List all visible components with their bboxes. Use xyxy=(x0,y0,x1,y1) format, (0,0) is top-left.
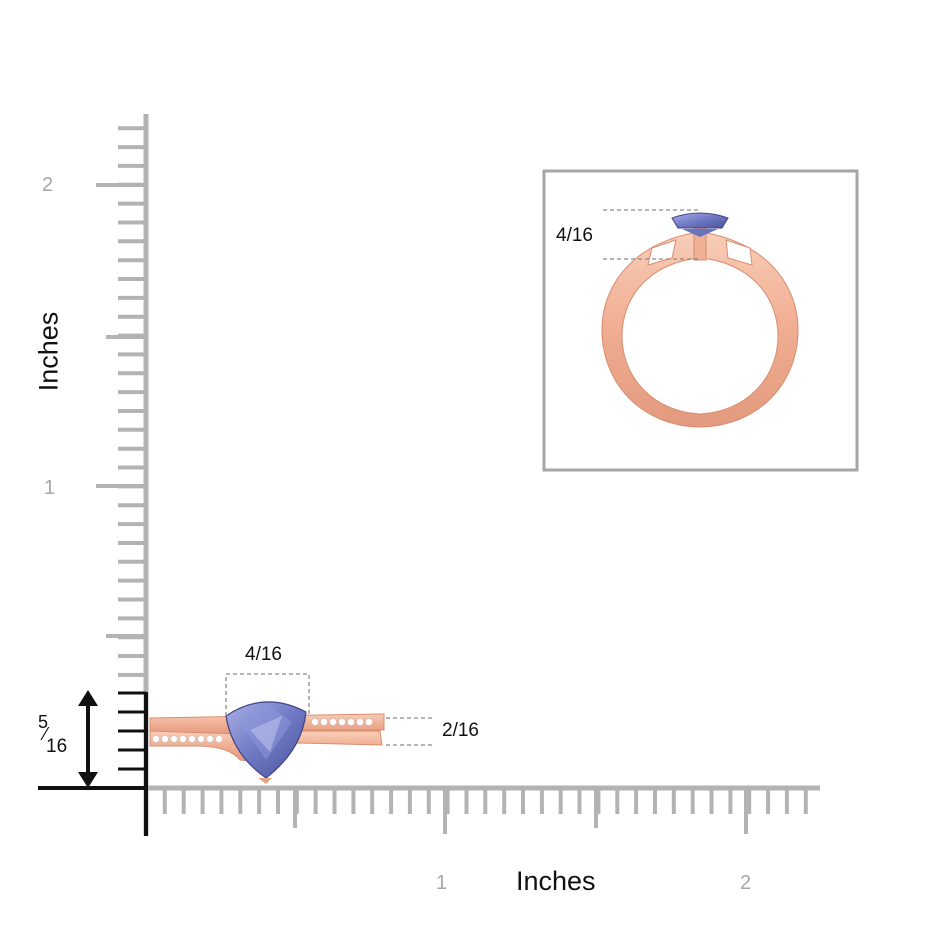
ring-front-view xyxy=(601,212,799,428)
band-width-label: 2/16 xyxy=(442,720,479,741)
vertical-tick-label-2: 2 xyxy=(42,174,54,196)
vertical-ruler-ticks xyxy=(96,126,146,677)
pave-diamond xyxy=(311,718,319,726)
pave-diamond xyxy=(170,735,178,743)
pave-diamond xyxy=(188,735,196,743)
side-view-height-guide xyxy=(603,209,700,260)
horizontal-tick-label-2: 2 xyxy=(740,872,752,894)
side-view-height-label: 4/16 xyxy=(556,225,593,246)
pave-diamond xyxy=(197,735,205,743)
pave-diamond xyxy=(356,718,364,726)
pave-diamond xyxy=(329,718,337,726)
pave-diamond xyxy=(161,735,169,743)
pave-diamond xyxy=(338,718,346,726)
pave-diamond xyxy=(215,735,223,743)
pave-diamond xyxy=(179,735,187,743)
vertical-axis-label: Inches xyxy=(33,311,64,392)
height-fraction-slash: ⁄ xyxy=(44,724,48,744)
pave-diamond xyxy=(152,735,160,743)
height-arrow xyxy=(78,690,98,788)
height-fraction-numerator: 5 xyxy=(38,712,49,732)
horizontal-axis-label: Inches xyxy=(516,866,596,896)
stone-width-guide xyxy=(225,673,310,716)
pave-diamond xyxy=(347,718,355,726)
band-width-guide xyxy=(386,717,432,746)
height-zone-ticks xyxy=(118,691,146,771)
tanzanite-stone-front xyxy=(671,212,729,229)
height-fraction-denominator: 16 xyxy=(46,736,68,757)
horizontal-ruler-ticks xyxy=(162,788,808,834)
pave-diamond xyxy=(320,718,328,726)
pave-diamonds xyxy=(152,718,373,743)
ring-side-profile xyxy=(149,701,385,784)
stone-width-label: 4/16 xyxy=(245,644,282,665)
pave-diamond xyxy=(206,735,214,743)
vertical-tick-label-1: 1 xyxy=(44,477,56,499)
horizontal-tick-label-1: 1 xyxy=(436,872,448,894)
pave-diamond xyxy=(365,718,373,726)
